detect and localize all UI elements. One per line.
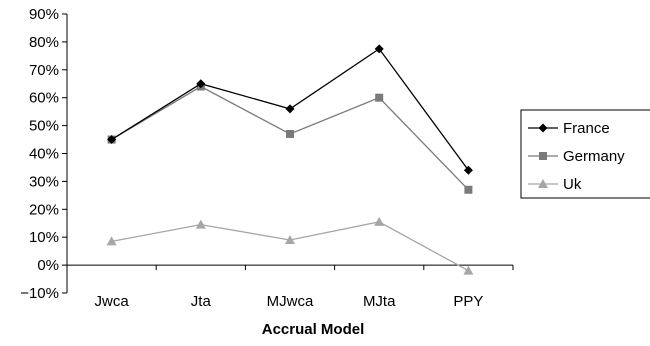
y-tick-label: 20%: [29, 201, 59, 218]
data-point-uk: [195, 219, 206, 229]
data-point-germany: [375, 93, 384, 102]
legend-label-germany: Germany: [563, 148, 625, 165]
legend-label-uk: Uk: [563, 176, 582, 193]
data-point-uk: [285, 234, 295, 244]
x-tick-label: PPY: [453, 293, 483, 310]
y-tick-label: 80%: [29, 34, 59, 51]
legend-marker-france: [538, 123, 548, 133]
y-tick-label: 30%: [29, 173, 59, 190]
series-layer: [106, 44, 474, 275]
data-point-germany: [464, 185, 473, 194]
data-point-france: [285, 104, 295, 114]
legend-marker-uk: [538, 179, 548, 188]
y-tick-label: 60%: [29, 90, 59, 107]
data-point-uk: [106, 236, 117, 246]
y-tick-label: 0%: [37, 257, 59, 274]
x-axis-title: Accrual Model: [262, 321, 365, 338]
x-tick-label: MJwca: [267, 293, 314, 310]
data-point-france: [196, 79, 206, 89]
x-tick-label: Jwca: [95, 293, 130, 310]
data-point-uk: [374, 216, 385, 226]
data-point-france: [374, 44, 384, 54]
legend-label-france: France: [563, 120, 610, 137]
series-germany: [107, 82, 473, 194]
series-line-uk: [111, 221, 469, 272]
series-line-germany: [111, 85, 469, 191]
y-tick-label: 50%: [29, 118, 59, 135]
axes: −10% 0% 10% 20% 30% 40% 50% 60% 70% 80% 90% Jwca Jta…: [20, 6, 514, 310]
y-tick-label: −10%: [20, 285, 59, 302]
legend-marker-germany: [539, 152, 547, 160]
y-tick-label: 70%: [29, 62, 59, 79]
data-point-france: [463, 165, 473, 175]
y-tick-label: 40%: [29, 146, 59, 163]
y-tick-label: 90%: [29, 6, 59, 23]
legend: France Germany Uk: [520, 109, 650, 199]
series-france: [107, 44, 473, 175]
y-tick-label: 10%: [29, 229, 59, 246]
x-tick-label: MJta: [363, 293, 396, 310]
series-uk: [106, 216, 474, 275]
data-point-uk: [463, 265, 474, 275]
data-point-germany: [286, 129, 294, 138]
data-point-france: [107, 135, 117, 145]
x-tick-label: Jta: [191, 293, 212, 310]
